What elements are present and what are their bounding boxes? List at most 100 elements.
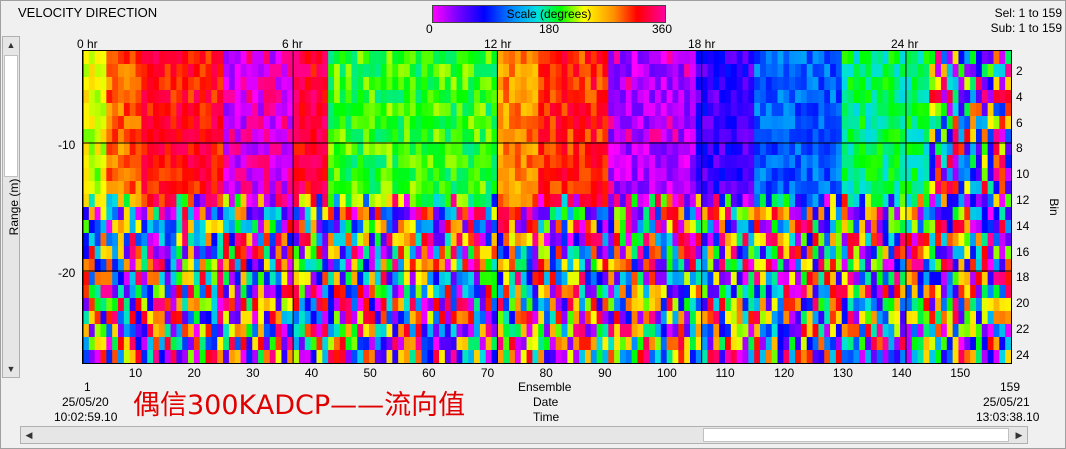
heatmap-cell	[847, 311, 855, 325]
heatmap-cell	[182, 207, 189, 221]
heatmap-cell	[853, 103, 860, 117]
heatmap-cell	[433, 51, 440, 65]
heatmap-cell	[409, 220, 417, 234]
heatmap-cell	[544, 90, 551, 104]
scroll-down-icon[interactable]: ▼	[6, 364, 16, 374]
heatmap-cell	[468, 272, 475, 286]
heatmap-cell	[129, 272, 137, 286]
heatmap-cell	[439, 142, 446, 156]
heatmap-cell	[631, 51, 639, 65]
heatmap-cell	[835, 194, 843, 208]
heatmap-cell	[269, 90, 277, 104]
heatmap-cell	[911, 51, 919, 65]
heatmap-cell	[316, 285, 323, 299]
heatmap-cell	[100, 103, 107, 117]
heatmap-cell	[158, 51, 166, 65]
heatmap-cell	[672, 116, 679, 130]
heatmap-cell	[608, 116, 615, 130]
heatmap-cell	[444, 298, 452, 312]
heatmap-cell	[946, 324, 954, 338]
heatmap-cell	[421, 51, 428, 65]
heatmap-cell	[940, 233, 948, 247]
heatmap-cell	[433, 220, 440, 234]
heatmap-cell	[234, 64, 242, 78]
heatmap-cell	[351, 220, 358, 234]
heatmap-cell	[240, 194, 248, 208]
heatmap-cell	[240, 129, 248, 143]
horizontal-scrollbar[interactable]: ◀ ▶	[20, 426, 1028, 444]
heatmap-cell	[514, 285, 522, 299]
heatmap-cell	[631, 324, 639, 338]
heatmap-cell	[404, 51, 411, 65]
heatmap-cell	[158, 155, 166, 169]
heatmap-cell	[357, 272, 364, 286]
heatmap-cell	[129, 103, 137, 117]
heatmap-cell	[83, 337, 90, 351]
heatmap-cell	[479, 272, 487, 286]
heatmap-cell	[170, 272, 177, 286]
heatmap-cell	[584, 142, 592, 156]
heatmap-cell	[129, 350, 137, 363]
heatmap-cell	[952, 51, 960, 65]
heatmap-cell	[404, 233, 411, 247]
heatmap-cell	[573, 311, 580, 325]
heatmap-cell	[549, 181, 557, 195]
heatmap-cell	[123, 350, 131, 363]
heatmap-cell	[742, 77, 749, 91]
heatmap-cell	[789, 337, 796, 351]
heatmap-cell	[835, 298, 843, 312]
heatmap-cell	[742, 259, 749, 273]
heatmap-cell	[240, 116, 248, 130]
heatmap-cell	[211, 350, 218, 363]
scroll-right-icon[interactable]: ▶	[1015, 430, 1023, 440]
vertical-scrollbar[interactable]: ▲ ▼	[2, 36, 20, 378]
heatmap-cell	[584, 129, 592, 143]
heatmap-cell	[252, 311, 259, 325]
heatmap-cell	[841, 64, 849, 78]
heatmap-cell	[894, 350, 901, 363]
heatmap-cell	[987, 337, 995, 351]
heatmap-cell	[298, 285, 306, 299]
heatmap-cell	[380, 64, 388, 78]
heatmap-cell	[999, 285, 1006, 299]
heatmap-cell	[666, 272, 674, 286]
heatmap-cell	[981, 129, 989, 143]
heatmap-cell	[841, 103, 849, 117]
heatmap-cell	[421, 64, 428, 78]
heatmap-cell	[701, 181, 709, 195]
heatmap-cell	[905, 272, 913, 286]
heatmap-cell	[911, 272, 919, 286]
heatmap-cell	[730, 142, 738, 156]
heatmap-cell	[830, 220, 837, 234]
heatmap-cell	[1005, 64, 1011, 78]
heatmap-cell	[555, 337, 563, 351]
heatmap-cell	[462, 233, 469, 247]
heatmap-cell	[514, 233, 522, 247]
heatmap-cell	[958, 64, 965, 78]
scroll-left-icon[interactable]: ◀	[25, 430, 33, 440]
heatmap-cell	[351, 298, 358, 312]
heatmap-cell	[923, 259, 930, 273]
horizontal-scroll-thumb[interactable]	[703, 428, 1009, 442]
heatmap-cell	[555, 194, 563, 208]
heatmap-cell	[894, 103, 901, 117]
heatmap-cell	[538, 51, 545, 65]
heatmap-cell	[602, 337, 609, 351]
heatmap-cell	[106, 233, 113, 247]
heatmap-cell	[211, 129, 218, 143]
scroll-up-icon[interactable]: ▲	[6, 40, 16, 50]
heatmap-cell	[695, 168, 703, 182]
heatmap-cell	[479, 246, 487, 260]
heatmap-cell	[193, 103, 201, 117]
heatmap-cell	[182, 311, 189, 325]
heatmap-cell	[100, 77, 107, 91]
heatmap-cell	[771, 246, 779, 260]
heatmap-cell	[100, 272, 107, 286]
heatmap-cell	[765, 116, 773, 130]
heatmap-cell	[707, 324, 714, 338]
heatmap-cell	[158, 233, 166, 247]
heatmap-cell	[824, 168, 831, 182]
vertical-scroll-thumb[interactable]	[4, 55, 18, 177]
heatmap-cell	[929, 207, 936, 221]
heatmap-cell	[310, 207, 318, 221]
